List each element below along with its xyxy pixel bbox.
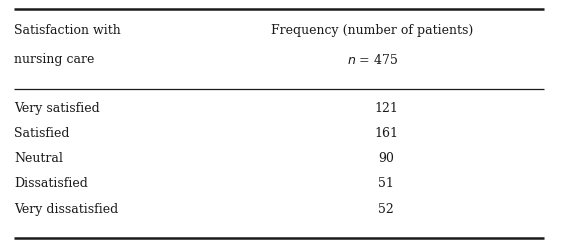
- Text: 52: 52: [378, 203, 394, 216]
- Text: Very satisfied: Very satisfied: [14, 102, 100, 115]
- Text: Frequency (number of patients): Frequency (number of patients): [271, 24, 473, 37]
- Text: Very dissatisfied: Very dissatisfied: [14, 203, 118, 216]
- Text: Satisfied: Satisfied: [14, 127, 69, 140]
- Text: 121: 121: [374, 102, 398, 115]
- Text: 51: 51: [378, 177, 394, 191]
- Text: Satisfaction with: Satisfaction with: [14, 24, 121, 37]
- Text: Dissatisfied: Dissatisfied: [14, 177, 88, 191]
- Text: nursing care: nursing care: [14, 53, 95, 66]
- Text: Neutral: Neutral: [14, 152, 63, 165]
- Text: $\mathit{n}$ = 475: $\mathit{n}$ = 475: [347, 53, 398, 67]
- Text: 161: 161: [374, 127, 398, 140]
- Text: 90: 90: [378, 152, 394, 165]
